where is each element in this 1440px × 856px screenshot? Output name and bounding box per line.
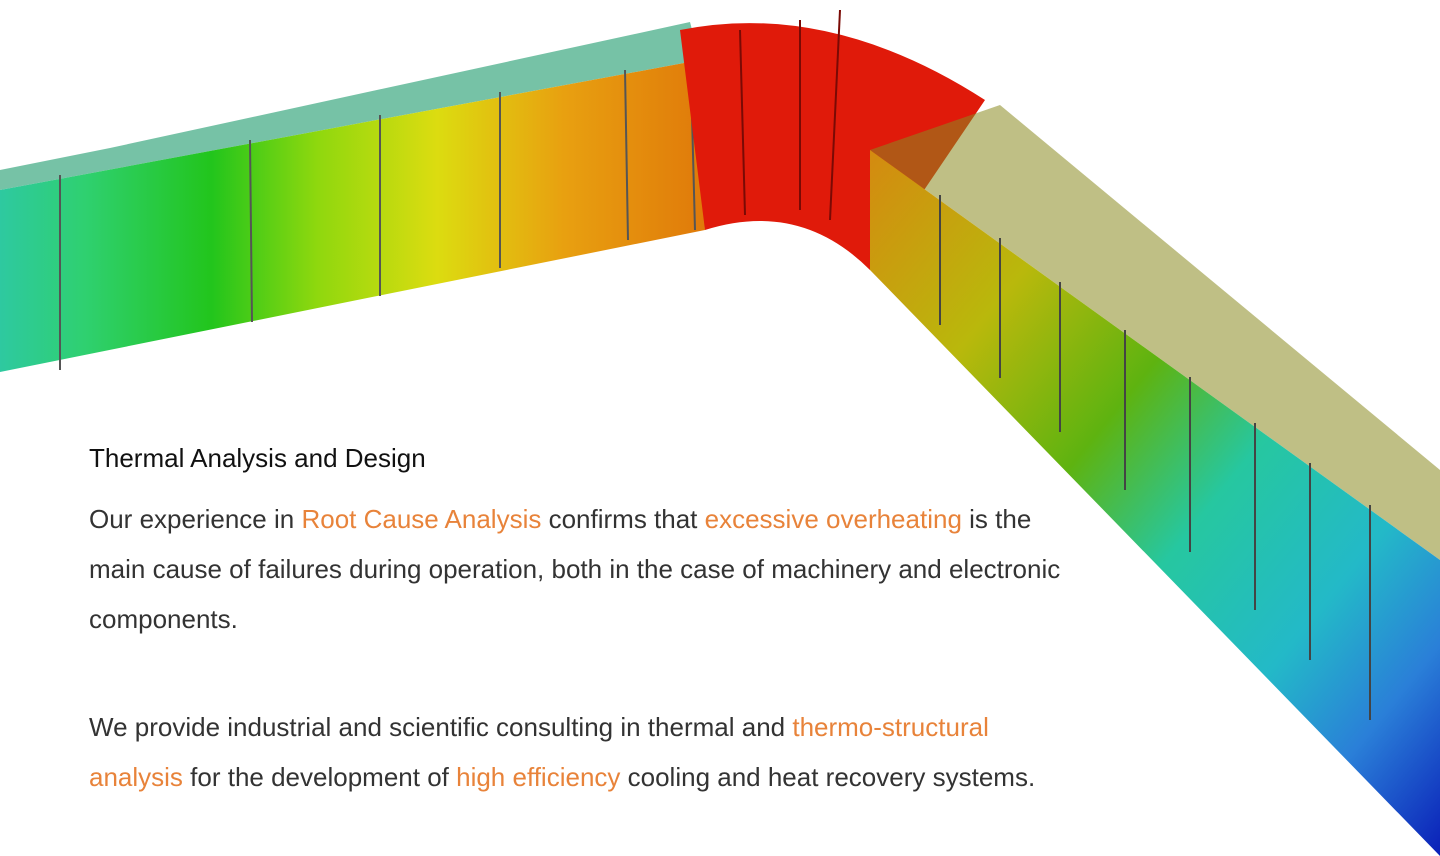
link[interactable]: excessive overheating	[705, 504, 962, 534]
link[interactable]: Root Cause Analysis	[301, 504, 541, 534]
page: Thermal Analysis and Design Our experien…	[0, 0, 1440, 856]
link[interactable]: high efficiency	[456, 762, 620, 792]
content: Thermal Analysis and Design Our experien…	[89, 438, 1089, 856]
text: cooling and heat recovery systems.	[620, 762, 1035, 792]
text: Our experience in	[89, 504, 301, 534]
paragraph: We provide industrial and scientific con…	[89, 702, 1089, 802]
text: We provide industrial and scientific con…	[89, 712, 792, 742]
text: for the development of	[183, 762, 456, 792]
paragraph: Our experience in Root Cause Analysis co…	[89, 494, 1089, 644]
text: confirms that	[541, 504, 704, 534]
heading: Thermal Analysis and Design	[89, 438, 1089, 478]
